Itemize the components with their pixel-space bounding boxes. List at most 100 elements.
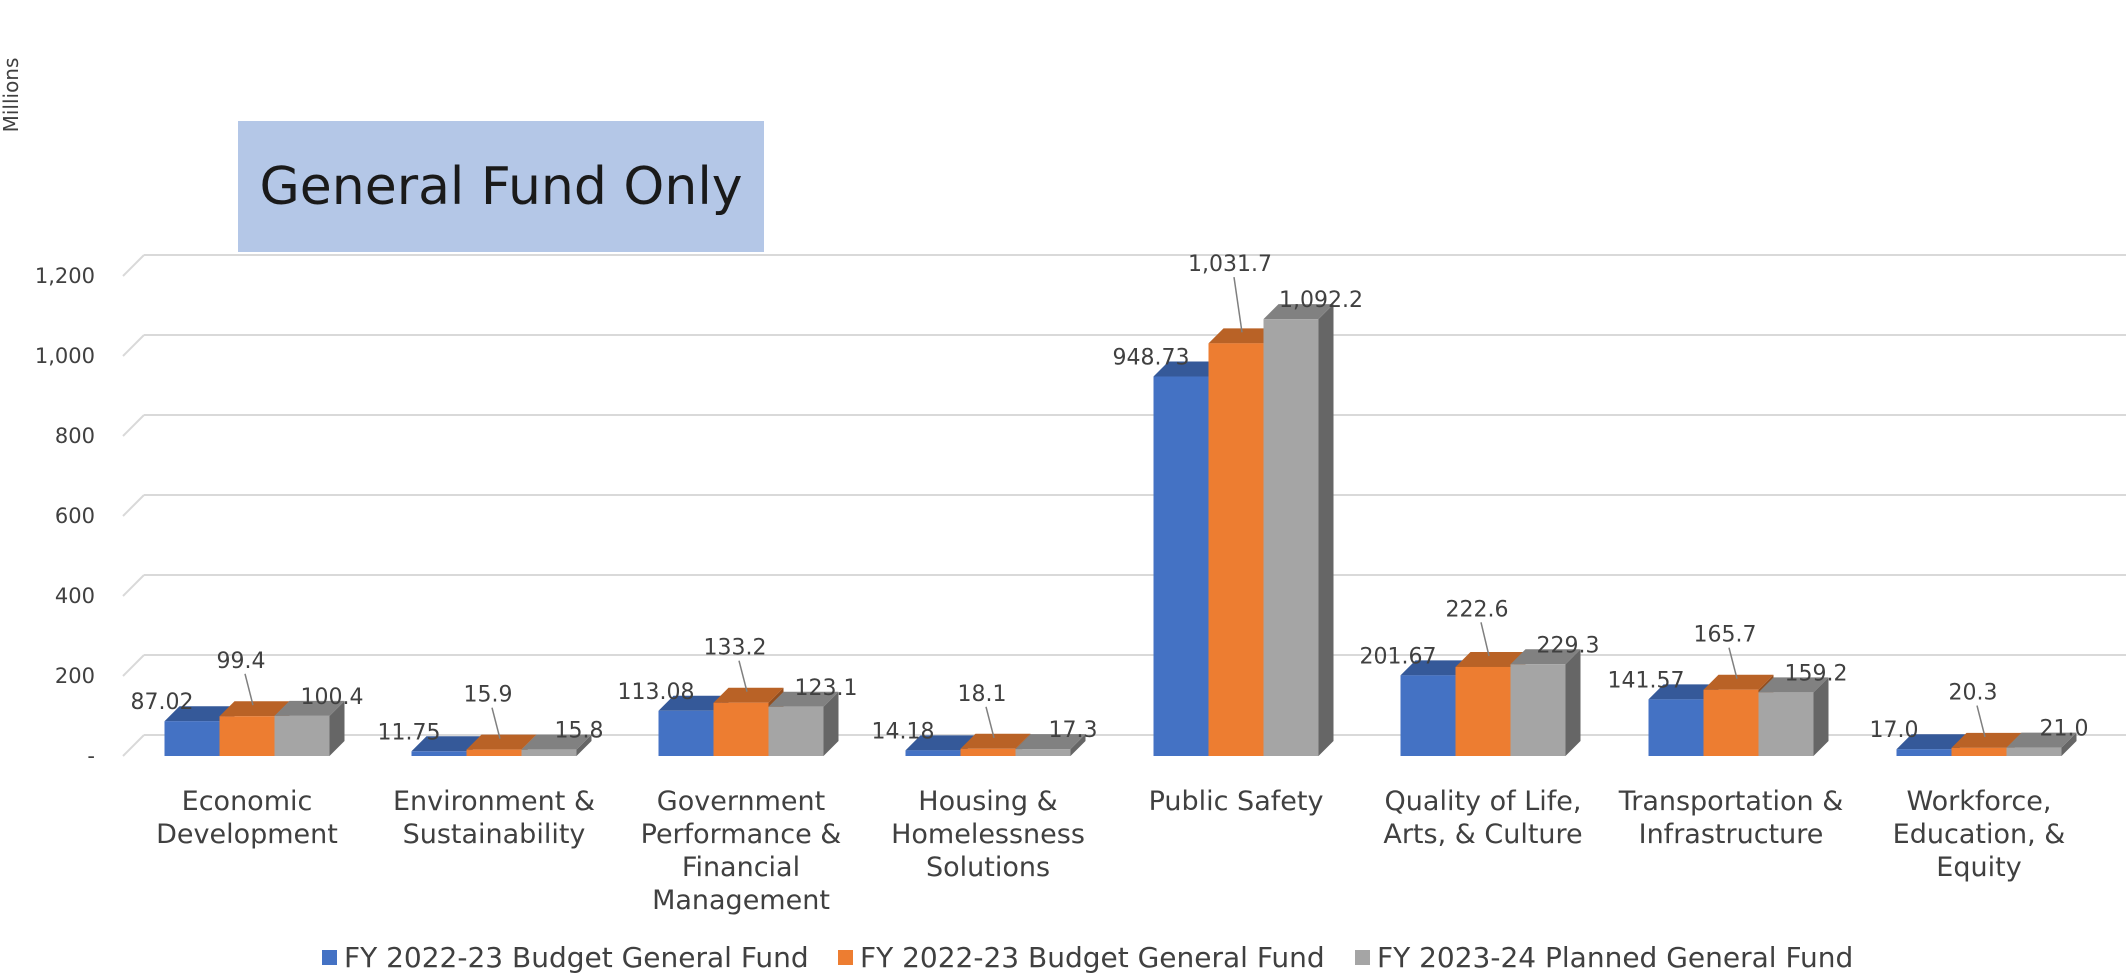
data-label: 21.0 bbox=[2040, 717, 2089, 742]
bar-top bbox=[1510, 649, 1581, 665]
bar-top bbox=[1896, 734, 1967, 750]
bar-side bbox=[1813, 677, 1829, 756]
leader-line bbox=[491, 707, 501, 739]
data-label: 17.0 bbox=[1870, 718, 1919, 743]
category-label: Housing & Homelessness Solutions bbox=[891, 786, 1085, 883]
bar-top bbox=[466, 734, 537, 750]
data-label: 15.9 bbox=[464, 683, 513, 708]
bar-front bbox=[1896, 749, 1952, 756]
data-label: 100.4 bbox=[301, 685, 364, 710]
bar-front bbox=[905, 750, 961, 756]
bar-top bbox=[1703, 674, 1774, 690]
bar bbox=[2006, 732, 2077, 756]
y-tick-label: 800 bbox=[55, 424, 95, 448]
bar-top bbox=[2006, 732, 2077, 748]
bar-top bbox=[1758, 677, 1829, 693]
data-label: 229.3 bbox=[1537, 633, 1600, 658]
bar-front bbox=[411, 751, 467, 756]
gridline-depth bbox=[122, 654, 145, 677]
category-label: Workforce, Education, & Equity bbox=[1893, 786, 2066, 883]
category-label: Environment & Sustainability bbox=[393, 786, 595, 850]
bar-top bbox=[411, 736, 482, 752]
bar-top bbox=[1263, 304, 1334, 320]
bar-top bbox=[1153, 361, 1224, 377]
y-axis-ticks: - 200 400 600 800 1,000 1,200 bbox=[35, 264, 95, 768]
bar-front bbox=[1400, 675, 1456, 756]
leader-line bbox=[244, 673, 254, 706]
legend-swatch bbox=[1355, 950, 1370, 965]
bar-top bbox=[1400, 660, 1471, 676]
legend-label: FY 2022-23 Budget General Fund bbox=[344, 941, 809, 973]
bar-front bbox=[713, 702, 769, 756]
bar-side bbox=[2061, 732, 2077, 756]
data-label: 133.2 bbox=[704, 636, 767, 661]
bar-front bbox=[466, 749, 522, 756]
bar-side bbox=[576, 734, 592, 756]
title-background bbox=[238, 121, 764, 252]
y-tick-label: 400 bbox=[55, 584, 95, 608]
bar-front bbox=[1263, 319, 1319, 756]
bar bbox=[521, 734, 592, 756]
legend-label: FY 2022-23 Budget General Fund bbox=[860, 941, 1325, 973]
gridline-depth bbox=[122, 254, 145, 277]
bar-front bbox=[219, 716, 275, 756]
bar-front bbox=[960, 748, 1016, 756]
data-label: 15.8 bbox=[555, 719, 604, 744]
chart-title: General Fund Only bbox=[259, 157, 742, 217]
legend-item: FY 2022-23 Budget General Fund bbox=[322, 941, 809, 973]
bar-front bbox=[1153, 376, 1209, 756]
y-tick-label: 600 bbox=[55, 504, 95, 528]
bar-top bbox=[274, 700, 345, 716]
bar-front bbox=[1208, 343, 1264, 756]
bar-front bbox=[1703, 689, 1759, 756]
leader-line bbox=[1233, 277, 1243, 333]
gridline-depth bbox=[122, 734, 145, 757]
bar-side bbox=[823, 691, 839, 756]
bar-top bbox=[658, 695, 729, 711]
bar-front bbox=[1015, 749, 1071, 756]
data-label: 87.02 bbox=[131, 690, 194, 715]
bar-side bbox=[1070, 734, 1086, 756]
legend-swatch bbox=[322, 950, 337, 965]
bar-front bbox=[1510, 664, 1566, 756]
bar bbox=[1015, 734, 1086, 756]
gridline-depth bbox=[122, 414, 145, 437]
gridline-depth bbox=[122, 494, 145, 517]
legend: FY 2022-23 Budget General Fund FY 2022-23… bbox=[322, 941, 1853, 973]
data-label: 141.57 bbox=[1608, 668, 1685, 693]
category-label: Quality of Life, Arts, & Culture bbox=[1383, 786, 1582, 850]
gridlines bbox=[122, 254, 2126, 757]
leader-line bbox=[1728, 647, 1738, 679]
bar-top bbox=[521, 734, 592, 750]
legend-item: FY 2023-24 Planned General Fund bbox=[1355, 941, 1853, 973]
data-label: 159.2 bbox=[1785, 661, 1848, 686]
bar-top bbox=[1951, 732, 2022, 748]
category-label: Economic Development bbox=[156, 786, 338, 850]
bar bbox=[1510, 649, 1581, 756]
category-labels: Economic Development Environment & Sustaina… bbox=[156, 786, 2065, 916]
bar-top bbox=[905, 735, 976, 751]
gridline-depth bbox=[122, 334, 145, 357]
y-tick-label: 1,000 bbox=[35, 344, 95, 368]
bar bbox=[768, 691, 839, 756]
bar bbox=[658, 695, 729, 756]
data-label: 99.4 bbox=[217, 649, 266, 674]
data-label: 18.1 bbox=[958, 682, 1007, 707]
bar-front bbox=[768, 706, 824, 756]
bar-top bbox=[1208, 328, 1279, 344]
bar-front bbox=[164, 721, 220, 756]
legend-swatch bbox=[838, 950, 853, 965]
bar bbox=[274, 700, 345, 756]
category-label: Transportation & Infrastructure bbox=[1618, 786, 1844, 850]
bar-top bbox=[219, 701, 290, 717]
legend-item: FY 2022-23 Budget General Fund bbox=[838, 941, 1325, 973]
chart-title-box: General Fund Only bbox=[238, 121, 764, 252]
leader-line bbox=[1480, 622, 1490, 657]
bar-front bbox=[1455, 666, 1511, 756]
leader-line bbox=[738, 660, 748, 692]
category-label: Government Performance & Financial Manageme… bbox=[641, 786, 842, 916]
legend-label: FY 2023-24 Planned General Fund bbox=[1377, 941, 1853, 973]
bar bbox=[1263, 304, 1334, 756]
leader-line bbox=[985, 706, 995, 738]
